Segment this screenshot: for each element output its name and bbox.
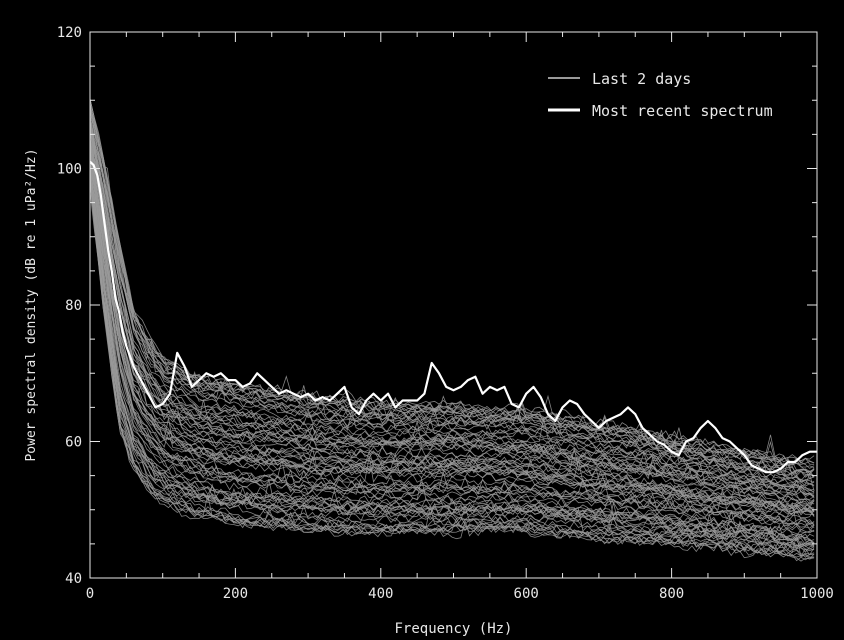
last-2-days-line xyxy=(90,133,815,506)
last-2-days-line xyxy=(90,144,815,515)
last-2-days-line xyxy=(90,155,815,529)
y-tick-label: 80 xyxy=(65,298,82,314)
last-2-days-line xyxy=(90,155,815,531)
y-axis-label: Power spectral density (dB re 1 uPa²/Hz) xyxy=(24,148,39,461)
last-2-days-line xyxy=(90,180,815,552)
last-2-days-line xyxy=(90,190,815,561)
last-2-days-line xyxy=(90,178,815,545)
last-2-days-line xyxy=(90,155,815,534)
y-tick-label: 100 xyxy=(57,162,82,178)
last-2-days-line xyxy=(90,124,815,484)
x-tick-label: 0 xyxy=(86,586,94,602)
last-2-days-line xyxy=(90,119,815,493)
last-2-days-line xyxy=(90,163,815,542)
last-2-days-line xyxy=(90,115,815,485)
last-2-days-line xyxy=(90,138,815,504)
last-2-days-line xyxy=(90,110,815,469)
most-recent-series xyxy=(90,160,817,474)
last-2-days-line xyxy=(90,128,815,492)
last-2-days-line xyxy=(90,105,815,477)
x-axis: 0 200 400 600 800 1000 xyxy=(86,32,834,602)
last-2-days-line xyxy=(90,147,815,516)
last-2-days-line xyxy=(90,107,815,478)
legend: Last 2 days Most recent spectrum xyxy=(548,70,773,120)
last-2-days-line xyxy=(90,121,815,498)
last-2-days-line xyxy=(90,103,815,465)
last-2-days-line xyxy=(90,127,815,485)
last-2-days-line xyxy=(90,160,815,544)
last-2-days-line xyxy=(90,131,815,498)
x-tick-label: 1000 xyxy=(800,586,834,602)
x-tick-label: 800 xyxy=(659,586,684,602)
x-tick-label: 600 xyxy=(514,586,539,602)
y-tick-label: 60 xyxy=(65,435,82,451)
last-2-days-line xyxy=(90,114,815,482)
last-2-days-line xyxy=(90,140,815,516)
y-tick-label: 40 xyxy=(65,571,82,587)
last-2-days-series xyxy=(90,98,815,562)
legend-label-most-recent: Most recent spectrum xyxy=(592,102,773,120)
last-2-days-line xyxy=(90,132,815,497)
last-2-days-line xyxy=(90,148,815,513)
x-axis-label: Frequency (Hz) xyxy=(394,621,512,637)
x-tick-label: 200 xyxy=(223,586,248,602)
legend-label-last-2-days: Last 2 days xyxy=(592,70,691,88)
most-recent-spectrum-line xyxy=(90,160,817,474)
last-2-days-line xyxy=(90,172,815,552)
last-2-days-line xyxy=(90,120,815,474)
last-2-days-line xyxy=(90,163,815,545)
y-tick-label: 120 xyxy=(57,25,82,41)
last-2-days-line xyxy=(90,149,815,515)
last-2-days-line xyxy=(90,127,815,491)
last-2-days-line xyxy=(90,143,815,505)
last-2-days-line xyxy=(90,162,815,526)
last-2-days-line xyxy=(90,149,815,526)
y-axis: 40 60 80 100 120 xyxy=(57,25,817,587)
x-tick-label: 400 xyxy=(368,586,393,602)
